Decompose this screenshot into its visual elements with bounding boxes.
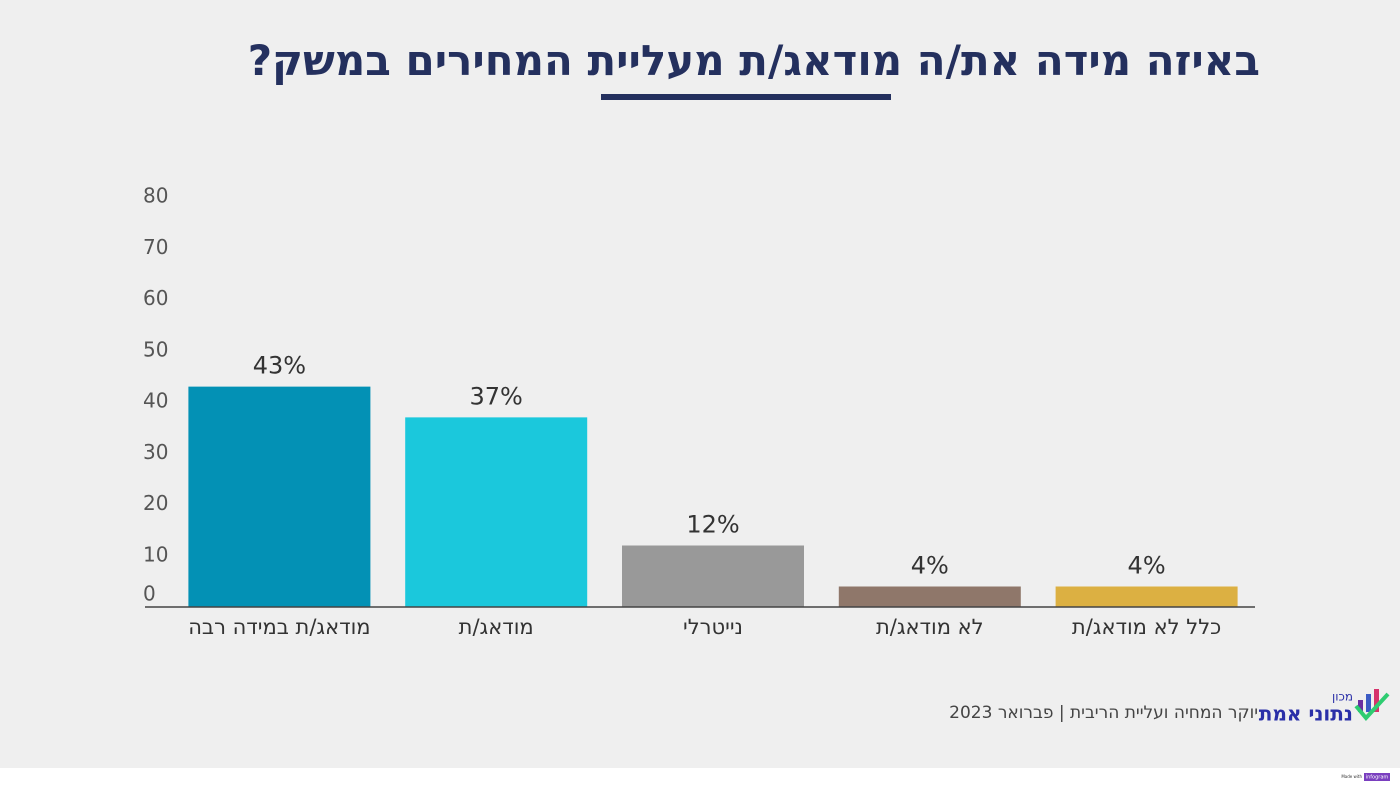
logo-bar [1366,694,1371,712]
bar [405,417,588,607]
y-tick-label: 80 [143,184,168,208]
logo-small: מכון [1332,690,1353,704]
badge-brand: infogram [1366,775,1389,781]
source-note: יוקר המחיה ועליית הריבית | פברואר 2023 [949,703,1258,723]
logo-main: נתוני אמת [1259,702,1353,726]
x-tick-label: כלל לא מודאג/ת [1072,615,1221,639]
value-label: 12% [686,511,739,539]
y-tick-label: 60 [143,286,168,310]
chart-title: באיזה מידה את/ה מודאג/ת מעליית המחירים ב… [247,36,1260,85]
x-tick-label: נייטרלי [683,615,743,639]
badge-prefix: Made with [1341,774,1362,779]
value-label: 43% [253,352,306,380]
bar [622,545,804,607]
x-tick-label: מודאג/ת [459,615,534,639]
value-label: 37% [470,382,523,410]
y-tick-label: 10 [143,542,168,566]
background [0,0,1400,768]
logo-bar [1374,689,1379,712]
logo-check [1354,692,1390,722]
badge-box [1364,773,1390,781]
logo-bar [1358,700,1363,712]
bar [188,386,371,607]
logo: מכון נתוני אמת [1259,689,1390,726]
y-tick-label: 0 [143,582,156,606]
value-label: 4% [1128,552,1166,580]
title-underline [601,94,891,100]
y-tick-label: 20 [143,491,168,515]
y-tick-label: 70 [143,235,168,259]
x-tick-label: לא מודאג/ת [876,615,984,639]
x-tick-label: מודאג/ת במידה רבה [188,615,370,639]
bar [838,586,1021,607]
y-tick-label: 50 [143,337,168,361]
y-tick-label: 40 [143,389,168,413]
value-label: 4% [911,552,949,580]
bar [1055,586,1238,607]
y-tick-label: 30 [143,440,168,464]
